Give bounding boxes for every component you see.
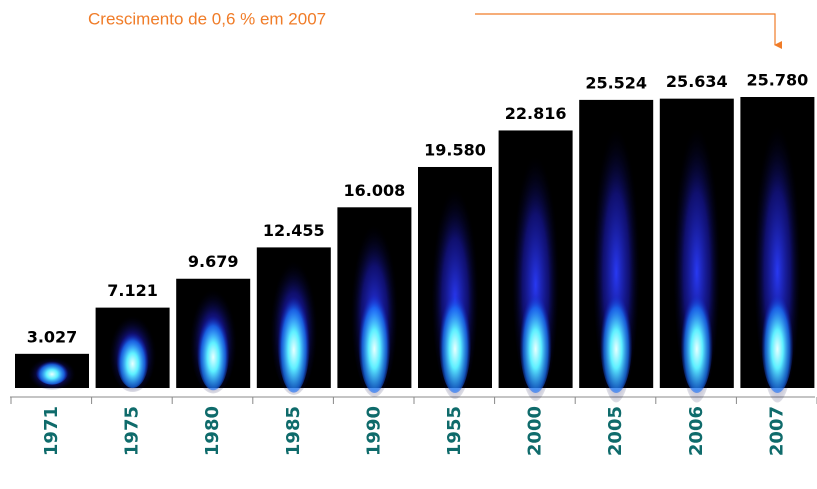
flame	[754, 112, 801, 403]
flame	[593, 114, 640, 402]
value-label: 19.580	[424, 140, 486, 159]
x-tick-label: 2006	[686, 406, 707, 456]
value-label: 25.780	[747, 71, 809, 90]
x-tick-label: 1985	[283, 406, 304, 456]
x-tick-label: 2000	[525, 406, 546, 456]
flame-core	[519, 283, 552, 393]
flame	[190, 284, 237, 393]
flame	[673, 113, 720, 402]
x-tick-label: 2005	[605, 406, 626, 456]
flame-core	[278, 286, 311, 393]
flame	[512, 143, 559, 401]
x-tick-label: 1990	[363, 406, 384, 456]
value-label: 25.634	[666, 72, 728, 91]
x-tick-label: 1955	[444, 406, 465, 456]
page: Crescimento de 0,6 % em 2007 1971 3.027 19…	[0, 0, 817, 489]
x-tick-label: 2007	[766, 406, 787, 456]
flame	[28, 356, 75, 390]
x-tick-label: 1971	[41, 406, 62, 456]
value-label: 25.524	[585, 73, 647, 92]
annotation-arrow	[475, 14, 775, 45]
chart: Crescimento de 0,6 % em 2007 1971 3.027 19…	[0, 0, 817, 489]
value-label: 9.679	[188, 252, 239, 271]
flame-core	[439, 283, 472, 393]
flame-core	[358, 283, 391, 393]
value-label: 3.027	[27, 327, 78, 346]
flame-core	[116, 327, 149, 388]
flame	[270, 254, 317, 395]
annotation: Crescimento de 0,6 % em 2007	[88, 9, 326, 28]
value-label: 22.816	[505, 104, 567, 123]
x-tick-label: 1980	[202, 406, 223, 456]
flame	[109, 312, 156, 392]
x-tick-label: 1975	[122, 406, 143, 456]
flame-core	[197, 307, 230, 390]
flame-core	[681, 283, 714, 393]
value-label: 16.008	[344, 181, 406, 200]
flame	[431, 178, 478, 399]
value-label: 12.455	[263, 221, 325, 240]
flame-core	[36, 359, 69, 385]
value-label: 7.121	[107, 281, 158, 300]
flame	[351, 216, 398, 397]
flame-core	[600, 283, 633, 393]
flame-core	[761, 283, 794, 393]
